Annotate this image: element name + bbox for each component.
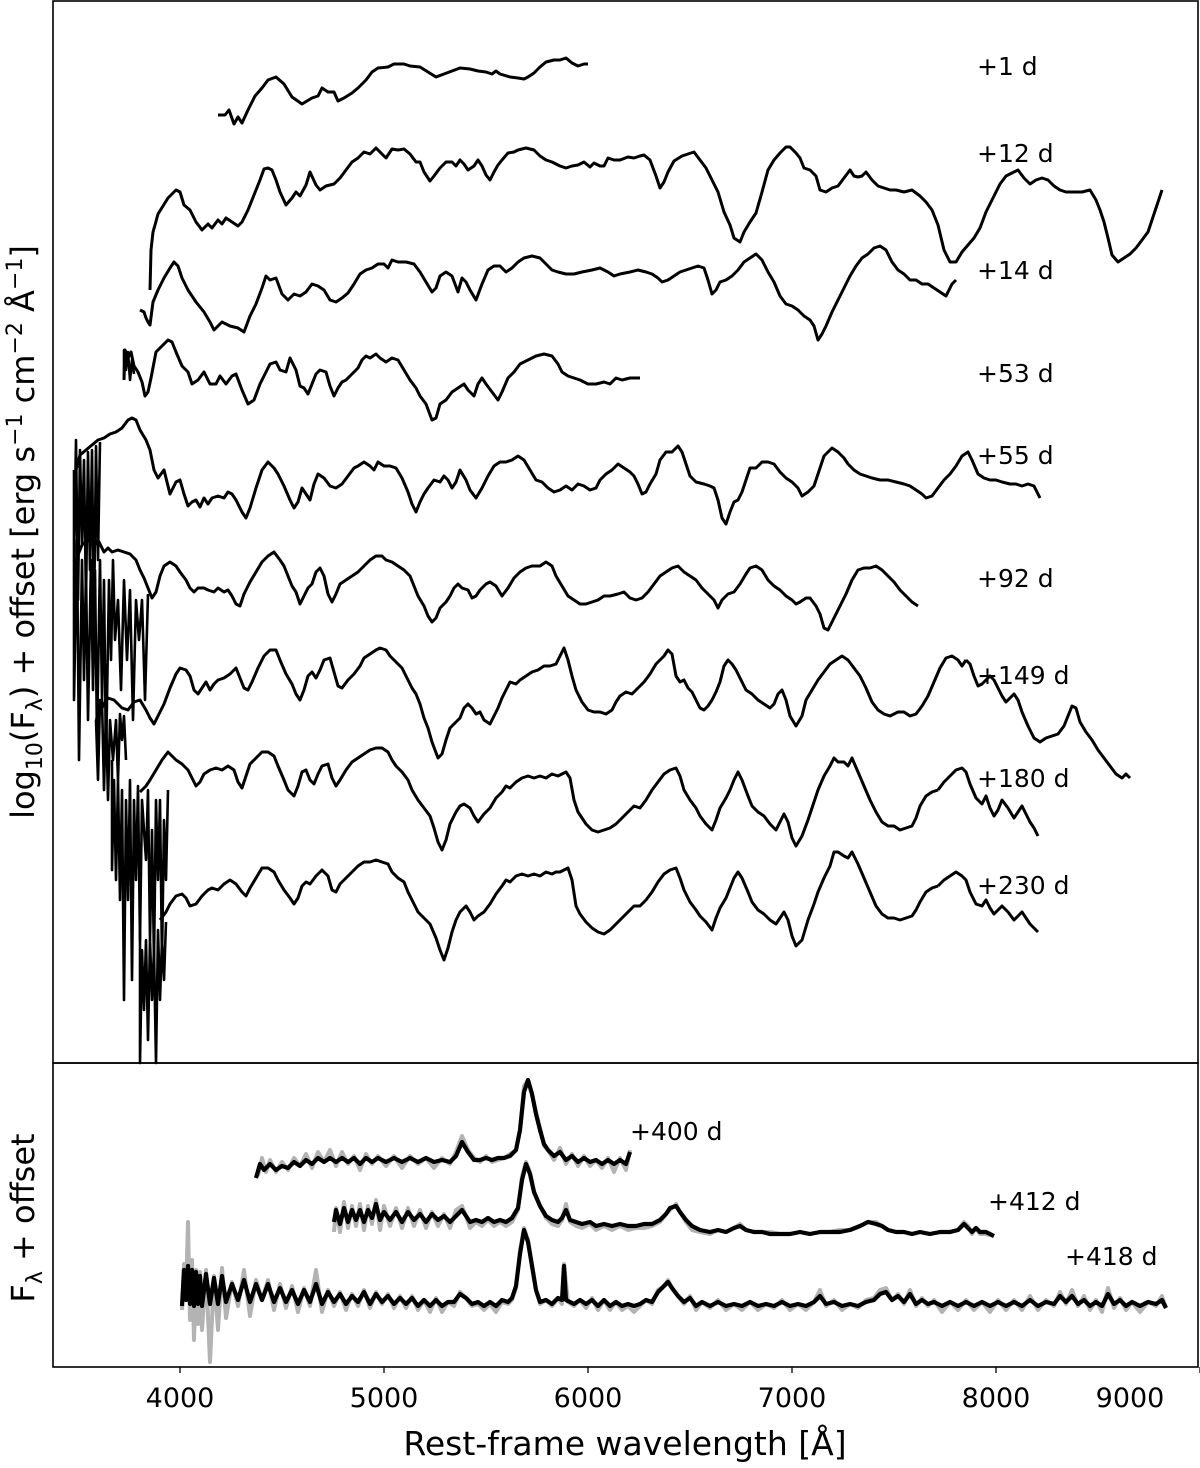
spectrum-53d xyxy=(122,338,640,422)
label-418d: +418 d xyxy=(1065,1242,1157,1271)
noise-blue-edge-180d xyxy=(110,760,170,1002)
raw-412d xyxy=(332,1160,995,1238)
spectrum-14d xyxy=(139,244,958,342)
label-14d: +14 d xyxy=(977,256,1054,285)
label-53d: +53 d xyxy=(977,359,1054,388)
spectrum-55d-red xyxy=(824,446,1042,500)
spectrum-400d xyxy=(253,1077,632,1179)
xtick-9000: 9000 xyxy=(1096,1383,1165,1414)
top-y-axis-label: log10(Fλ) + offset [erg s−1 cm−2 Å−1] xyxy=(3,245,48,819)
bottom-panel-frame xyxy=(52,1062,1199,1368)
x-axis-ticks xyxy=(179,1367,1200,1373)
label-230d: +230 d xyxy=(977,871,1069,900)
xtick-5000: 5000 xyxy=(350,1383,419,1414)
noise-blue-edge-149d xyxy=(94,698,128,802)
spectrum-149d-red xyxy=(964,658,1132,780)
label-149d: +149 d xyxy=(977,661,1069,690)
label-55d: +55 d xyxy=(977,441,1054,470)
spectrum-12d-red xyxy=(992,168,1164,264)
bottom-epoch-labels: +400 d +412 d +418 d xyxy=(630,1117,1157,1271)
spectrum-149d xyxy=(94,646,968,760)
spectrum-180d-red xyxy=(936,766,1040,837)
x-axis-tick-labels: 4000 5000 6000 7000 8000 9000 10000 xyxy=(146,1383,1165,1414)
label-400d: +400 d xyxy=(630,1117,722,1146)
noise-blue-edge-230d xyxy=(138,921,168,1065)
label-180d: +180 d xyxy=(977,764,1069,793)
xtick-4000: 4000 xyxy=(146,1383,215,1414)
spectrum-230d xyxy=(158,850,939,962)
xtick-8000: 8000 xyxy=(962,1383,1031,1414)
bottom-spectra xyxy=(179,1077,1168,1309)
spectrum-412d xyxy=(331,1161,995,1238)
spectrum-418d xyxy=(179,1227,1168,1309)
spectrum-230d-red xyxy=(936,870,1040,934)
label-1d: +1 d xyxy=(977,52,1038,81)
xtick-6000: 6000 xyxy=(554,1383,623,1414)
label-92d: +92 d xyxy=(977,564,1054,593)
noise-blue-edge-53d xyxy=(122,348,136,382)
x-axis-label: Rest-frame wavelength [Å] xyxy=(403,1423,846,1463)
spectrum-1d xyxy=(218,56,588,126)
spectrum-92d xyxy=(74,538,919,632)
label-12d: +12 d xyxy=(977,139,1054,168)
spectrum-55d xyxy=(74,416,828,526)
xtick-7000: 7000 xyxy=(758,1383,827,1414)
top-epoch-labels: +1 d +12 d +14 d +53 d +55 d +92 d +149 … xyxy=(977,52,1069,900)
spectrum-12d xyxy=(148,145,996,291)
bottom-y-axis-label: Fλ + offset xyxy=(4,1133,48,1302)
top-spectra xyxy=(72,56,1164,1065)
label-412d: +412 d xyxy=(988,1187,1080,1216)
spectrum-180d xyxy=(138,746,939,852)
